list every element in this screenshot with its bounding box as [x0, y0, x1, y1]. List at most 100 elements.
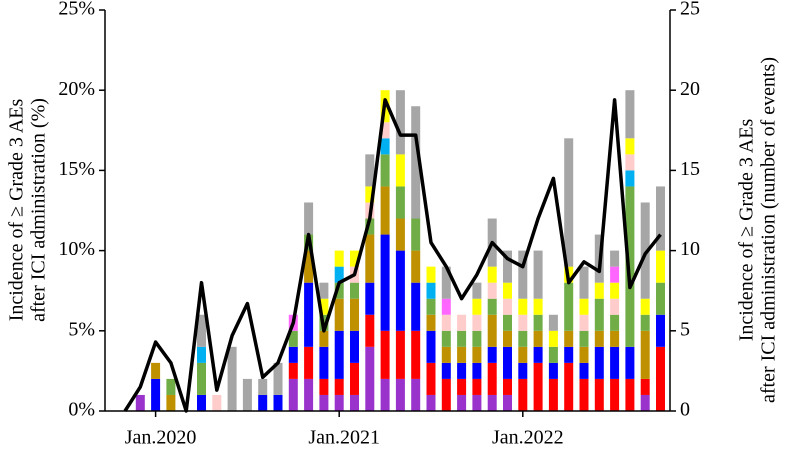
- y2-axis-label: after ICI administration (number of even…: [758, 57, 780, 403]
- bar-segment: [380, 378, 390, 411]
- bar-segment: [151, 362, 161, 379]
- line: [123, 98, 662, 413]
- bar-segment: [395, 330, 405, 379]
- bar-segment: [518, 362, 528, 379]
- x-tick-label: Jan.2020: [125, 427, 197, 449]
- bar-segment: [457, 314, 467, 331]
- bar-segment: [319, 394, 329, 411]
- bar-segment: [350, 250, 359, 267]
- bar-segment: [197, 362, 206, 395]
- bar-segment: [640, 394, 650, 411]
- bar-segment: [334, 250, 344, 267]
- bar-segment: [594, 282, 604, 299]
- bar-segment: [656, 282, 665, 315]
- bar-segment: [594, 378, 604, 411]
- bar-segment: [242, 378, 252, 411]
- bar-segment: [610, 282, 620, 299]
- y2-tick-label: 25: [680, 0, 700, 20]
- bar-segment: [288, 330, 298, 347]
- bar-segment: [426, 298, 436, 315]
- x-tick-label: Jan.2022: [492, 427, 564, 449]
- bar-segment: [334, 330, 344, 379]
- bar-segment: [564, 282, 574, 331]
- bar-segment: [197, 314, 206, 347]
- bar-segment: [334, 394, 344, 411]
- bar-segment: [503, 250, 512, 283]
- bar-segment: [564, 346, 574, 363]
- bar-segment: [548, 346, 558, 363]
- bar-segment: [288, 378, 298, 411]
- bar-segment: [151, 378, 161, 411]
- y2-tick-label: 5: [680, 318, 690, 340]
- bar-segment: [350, 394, 359, 411]
- bar-segment: [304, 202, 314, 235]
- y-axis-label: after ICI administration (%): [28, 98, 50, 322]
- bar-segment: [457, 378, 467, 395]
- bar-segment: [625, 378, 635, 411]
- bar-segment: [319, 330, 329, 347]
- bar-segment: [503, 314, 512, 331]
- bar-segment: [380, 122, 390, 139]
- bar-segment: [640, 330, 650, 379]
- bar-segment: [457, 330, 467, 347]
- bar-segment: [334, 266, 344, 283]
- bar-segment: [640, 314, 650, 331]
- bar-segment: [350, 330, 359, 363]
- bar-segment: [487, 282, 497, 299]
- bar-segment: [227, 346, 237, 411]
- y-tick-label: 0%: [68, 399, 95, 421]
- bar-segment: [518, 298, 528, 315]
- bar-segment: [273, 362, 283, 395]
- bar-segment: [457, 394, 467, 411]
- bar-segment: [579, 266, 589, 299]
- bar-segment: [640, 298, 650, 315]
- bar-segment: [503, 394, 512, 411]
- bar-segment: [212, 394, 222, 411]
- bar-segment: [426, 330, 436, 363]
- bar-segment: [395, 90, 405, 155]
- bar-segment: [472, 330, 482, 347]
- bar-segment: [258, 378, 268, 395]
- bar-segment: [350, 298, 359, 331]
- bar-segment: [334, 298, 344, 331]
- bar-segment: [594, 346, 604, 379]
- y-axis-label: Incidence of ≥ Grade 3 AEs: [6, 99, 28, 322]
- bar-segment: [548, 378, 558, 411]
- bar-segment: [625, 154, 635, 171]
- bar-segment: [365, 346, 375, 411]
- bar-segment: [395, 378, 405, 411]
- bar-segment: [441, 362, 451, 379]
- bar-segment: [365, 186, 375, 203]
- y-tick-label: 15%: [58, 158, 95, 180]
- y2-tick-label: 20: [680, 78, 700, 100]
- bar-segment: [579, 314, 589, 331]
- bar-segment: [579, 362, 589, 379]
- bar-segment: [533, 346, 543, 363]
- bar-segment: [594, 330, 604, 347]
- bar-segment: [472, 394, 482, 411]
- bar-segment: [533, 298, 543, 315]
- bar-segment: [625, 90, 635, 139]
- bar-segment: [365, 282, 375, 315]
- bar-segment: [441, 378, 451, 411]
- bar-segment: [487, 314, 497, 347]
- bar-segment: [656, 250, 665, 283]
- bar-segment: [625, 138, 635, 155]
- bar-segment: [395, 154, 405, 187]
- bar-segment: [304, 250, 314, 283]
- bar-segment: [319, 346, 329, 379]
- bar-segment: [579, 378, 589, 411]
- bar-segment: [487, 298, 497, 315]
- bar-segment: [518, 330, 528, 347]
- bar-segment: [564, 330, 574, 347]
- y-tick-label: 5%: [68, 318, 95, 340]
- bar-segment: [350, 362, 359, 395]
- bar-segment: [319, 298, 329, 315]
- bar-segment: [610, 298, 620, 315]
- bar-segment: [395, 250, 405, 331]
- bar-segment: [411, 218, 421, 251]
- bar-segment: [426, 314, 436, 331]
- bar-segment: [365, 234, 375, 283]
- bar-segment: [487, 362, 497, 395]
